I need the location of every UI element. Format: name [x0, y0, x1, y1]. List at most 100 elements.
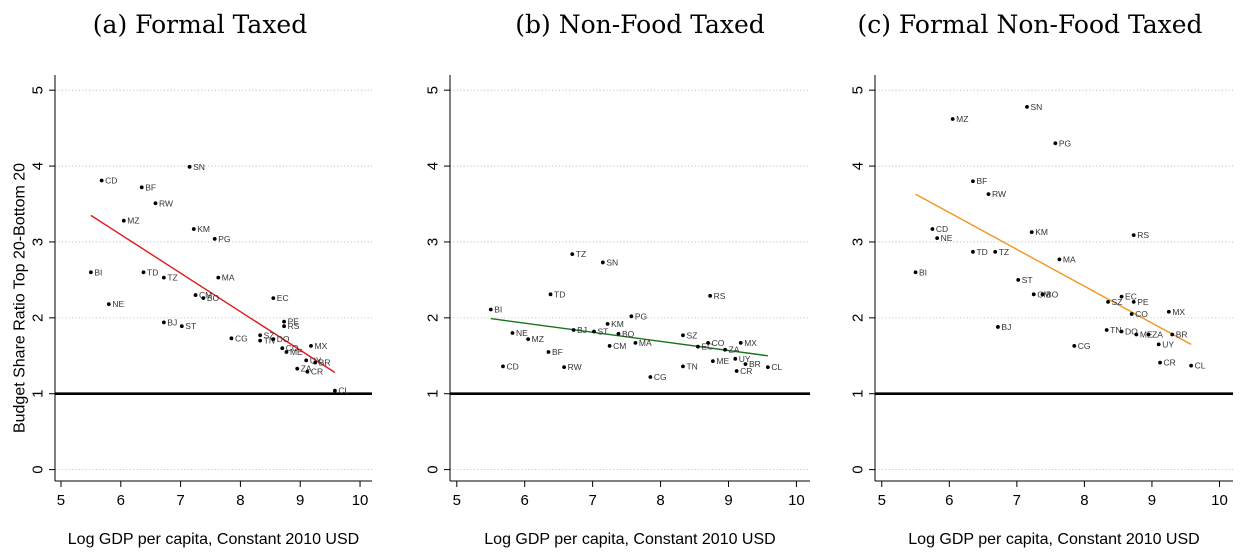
point-label: RS	[1137, 230, 1149, 240]
y-tick-label: 5	[425, 86, 442, 94]
data-point	[738, 340, 743, 345]
point-label: PG	[635, 311, 647, 321]
data-point	[280, 346, 285, 351]
data-point	[295, 366, 300, 371]
point-label: UY	[310, 355, 322, 365]
data-point	[570, 252, 575, 256]
point-label: RS	[714, 291, 726, 301]
point-label: KM	[197, 224, 210, 234]
data-point	[1134, 332, 1139, 337]
data-point	[187, 164, 192, 169]
point-label: RS	[288, 321, 300, 331]
x-tick-label: 8	[656, 492, 664, 509]
point-label: RW	[568, 362, 582, 372]
data-point	[1131, 233, 1136, 238]
point-label: TN	[1110, 325, 1121, 335]
x-axis-label: Log GDP per capita, Constant 2010 USD	[908, 531, 1199, 548]
point-label: CL	[1195, 361, 1206, 371]
point-label: CG	[235, 333, 248, 343]
data-point	[193, 293, 198, 297]
data-point	[710, 359, 715, 363]
y-tick-label: 2	[30, 314, 47, 322]
y-tick-label: 1	[30, 390, 47, 398]
data-point	[139, 185, 144, 190]
point-label: BF	[552, 347, 563, 357]
y-tick-label: 0	[425, 465, 442, 473]
point-label: EC	[701, 342, 713, 352]
data-point	[501, 364, 505, 369]
data-point	[333, 388, 337, 393]
point-label: CO	[1135, 309, 1148, 319]
point-label: TD	[976, 247, 987, 257]
point-label: BR	[1176, 330, 1188, 340]
data-point	[1189, 363, 1194, 368]
data-point	[723, 347, 727, 352]
data-point	[708, 293, 713, 298]
point-label: BR	[749, 359, 761, 369]
data-point	[99, 178, 104, 183]
data-point	[971, 179, 975, 184]
point-label: MA	[222, 273, 235, 283]
data-point	[605, 322, 610, 326]
y-tick-label: 4	[850, 162, 867, 170]
point-label: BR	[319, 358, 331, 368]
data-point	[1104, 328, 1109, 332]
point-label: MX	[1172, 307, 1185, 317]
point-label: BI	[494, 304, 502, 314]
point-label: CR	[1164, 358, 1176, 368]
data-point	[526, 337, 531, 341]
point-label: RW	[159, 198, 173, 208]
point-label: ZA	[729, 345, 740, 355]
point-label: PE	[288, 317, 300, 327]
data-point	[271, 337, 276, 341]
y-tick-label: 2	[425, 314, 442, 322]
point-label: SN	[1030, 102, 1042, 112]
point-label: MX	[744, 338, 757, 348]
data-point	[1131, 300, 1136, 304]
point-label: SN	[193, 162, 205, 172]
data-point	[161, 320, 166, 325]
point-label: CG	[1078, 341, 1091, 351]
x-tick-label: 5	[57, 492, 65, 509]
data-point	[1166, 309, 1171, 314]
data-point	[1119, 329, 1124, 334]
data-point	[971, 249, 975, 254]
x-tick-label: 6	[945, 492, 953, 509]
point-label: ME	[716, 356, 729, 366]
data-point	[106, 302, 111, 307]
data-point	[153, 201, 158, 206]
data-point	[488, 307, 493, 312]
data-point	[1170, 332, 1175, 337]
data-point	[510, 331, 515, 335]
x-tick-label: 7	[1013, 492, 1021, 509]
data-point	[305, 369, 310, 374]
data-point	[161, 275, 166, 280]
x-tick-label: 8	[236, 492, 244, 509]
data-point	[258, 338, 263, 343]
data-point	[696, 344, 700, 349]
point-label: ST	[1022, 275, 1033, 285]
y-tick-label: 3	[30, 238, 47, 246]
data-point	[1053, 141, 1058, 146]
x-tick-label: 7	[588, 492, 596, 509]
chart-panel-1: (a) Formal Taxed 0 1 2 3 4 5 5 6 7 8 9 10 Log GDP per…	[12, 10, 372, 548]
fit-line	[490, 317, 768, 357]
y-tick-label: 1	[850, 390, 867, 398]
panel-title: (c) Formal Non-Food Taxed	[857, 10, 1202, 39]
y-tick-label: 0	[850, 465, 867, 473]
x-tick-label: 5	[878, 492, 886, 509]
y-tick-label: 0	[30, 465, 47, 473]
point-label: ST	[598, 327, 609, 337]
y-tick-label: 2	[850, 314, 867, 322]
point-label: DO	[277, 334, 290, 344]
point-label: KM	[1035, 227, 1048, 237]
data-point	[1146, 332, 1151, 337]
data-point	[930, 227, 935, 231]
point-label: CM	[199, 290, 212, 300]
point-label: MZ	[956, 114, 968, 124]
point-label: MZ	[127, 216, 139, 226]
data-point	[629, 314, 634, 319]
data-point	[562, 365, 567, 370]
x-axis-label: Log GDP per capita, Constant 2010 USD	[484, 531, 775, 548]
data-point	[284, 350, 289, 354]
